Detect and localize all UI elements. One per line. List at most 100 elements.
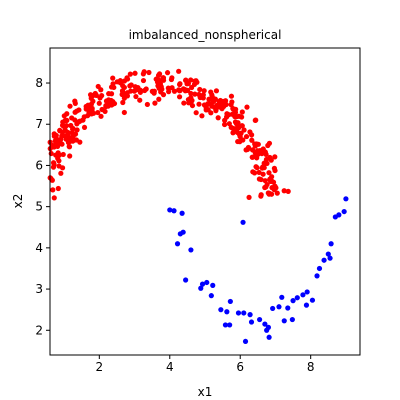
scatter-point xyxy=(180,229,186,235)
plot-area xyxy=(47,47,361,356)
scatter-point xyxy=(247,129,253,135)
scatter-point xyxy=(89,105,95,112)
scatter-point xyxy=(121,109,127,116)
scatter-point xyxy=(247,312,253,318)
scatter-point xyxy=(76,107,82,113)
scatter-point xyxy=(270,305,276,312)
scatter-point xyxy=(127,71,133,77)
scatter-point xyxy=(263,156,270,163)
scatter-point xyxy=(97,95,103,101)
scatter-point xyxy=(229,99,235,105)
scatter-point xyxy=(321,257,327,263)
scatter-point xyxy=(254,165,260,171)
scatter-point xyxy=(281,188,287,194)
scatter-point xyxy=(98,113,104,119)
scatter-point xyxy=(254,155,260,161)
scatter-point xyxy=(90,92,96,99)
scatter-point xyxy=(266,140,273,146)
scatter-point xyxy=(176,87,182,93)
scatter-point xyxy=(290,298,296,304)
scatter-point xyxy=(268,191,275,197)
scatter-point xyxy=(241,310,247,316)
scatter-point xyxy=(137,97,143,103)
scatter-point xyxy=(266,334,272,340)
scatter-point xyxy=(221,121,228,128)
scatter-point xyxy=(152,100,158,106)
scatter-point xyxy=(155,83,161,89)
scatter-point xyxy=(224,309,230,315)
scatter-point xyxy=(176,94,183,100)
scatter-point xyxy=(83,103,89,110)
scatter-point xyxy=(193,78,199,84)
x-tick-label: 2 xyxy=(95,360,103,374)
y-tick-label: 4 xyxy=(35,241,43,255)
axes-frame xyxy=(49,47,361,356)
scatter-point xyxy=(235,310,242,316)
scatter-point xyxy=(218,307,224,313)
scatter-point xyxy=(285,188,291,194)
scatter-point xyxy=(309,297,316,303)
scatter-point xyxy=(213,88,220,94)
scatter-point xyxy=(199,113,205,119)
scatter-point xyxy=(210,282,216,288)
scatter-point xyxy=(72,117,78,123)
scatter-point xyxy=(266,170,272,176)
scatter-point xyxy=(240,219,246,225)
scatter-point xyxy=(160,75,166,81)
points-layer xyxy=(47,68,349,345)
scatter-point xyxy=(143,86,149,92)
scatter-point xyxy=(58,170,64,176)
scatter-point xyxy=(96,100,102,106)
scatter-point xyxy=(121,95,127,101)
scatter-point xyxy=(215,115,221,121)
scatter-point xyxy=(276,304,282,310)
x-tick-label: 4 xyxy=(166,360,174,374)
y-tick-label: 6 xyxy=(35,158,43,172)
scatter-point xyxy=(59,165,66,171)
scatter-point xyxy=(55,155,61,162)
scatter-point xyxy=(234,113,240,120)
scatter-point xyxy=(230,130,236,136)
scatter-point xyxy=(239,114,245,120)
scatter-point xyxy=(289,316,295,323)
scatter-point xyxy=(106,91,112,97)
scatter-point xyxy=(257,316,263,323)
scatter-point xyxy=(124,90,130,96)
scatter-point xyxy=(327,255,333,261)
scatter-point xyxy=(268,157,274,163)
scatter-point xyxy=(185,80,192,87)
y-tick-label: 2 xyxy=(35,323,43,337)
scatter-point xyxy=(250,169,256,175)
scatter-point xyxy=(248,319,255,325)
scatter-point xyxy=(63,136,69,142)
scatter-point xyxy=(300,292,306,298)
scatter-point xyxy=(84,113,91,119)
scatter-point xyxy=(227,298,233,305)
scatter-point xyxy=(63,123,70,129)
scatter-point xyxy=(273,185,279,191)
scatter-point xyxy=(235,124,241,130)
scatter-point xyxy=(48,150,54,157)
scatter-point xyxy=(128,82,134,88)
scatter-point xyxy=(105,101,112,107)
scatter-point xyxy=(252,150,259,156)
scatter-point xyxy=(239,123,245,129)
scatter-point xyxy=(168,76,175,83)
scatter-point xyxy=(64,111,70,117)
scatter-point xyxy=(51,195,57,201)
scatter-point xyxy=(257,148,263,154)
scatter-point xyxy=(132,84,138,90)
scatter-point xyxy=(244,104,250,110)
scatter-point xyxy=(146,69,152,76)
scatter-point xyxy=(303,302,310,308)
scatter-point xyxy=(55,185,61,192)
scatter-point xyxy=(196,101,202,107)
scatter-point xyxy=(177,81,183,88)
scatter-point xyxy=(239,109,245,115)
scatter-point xyxy=(209,103,215,109)
scatter-point xyxy=(57,128,63,134)
scatter-point xyxy=(258,176,264,183)
scatter-point xyxy=(243,133,250,140)
